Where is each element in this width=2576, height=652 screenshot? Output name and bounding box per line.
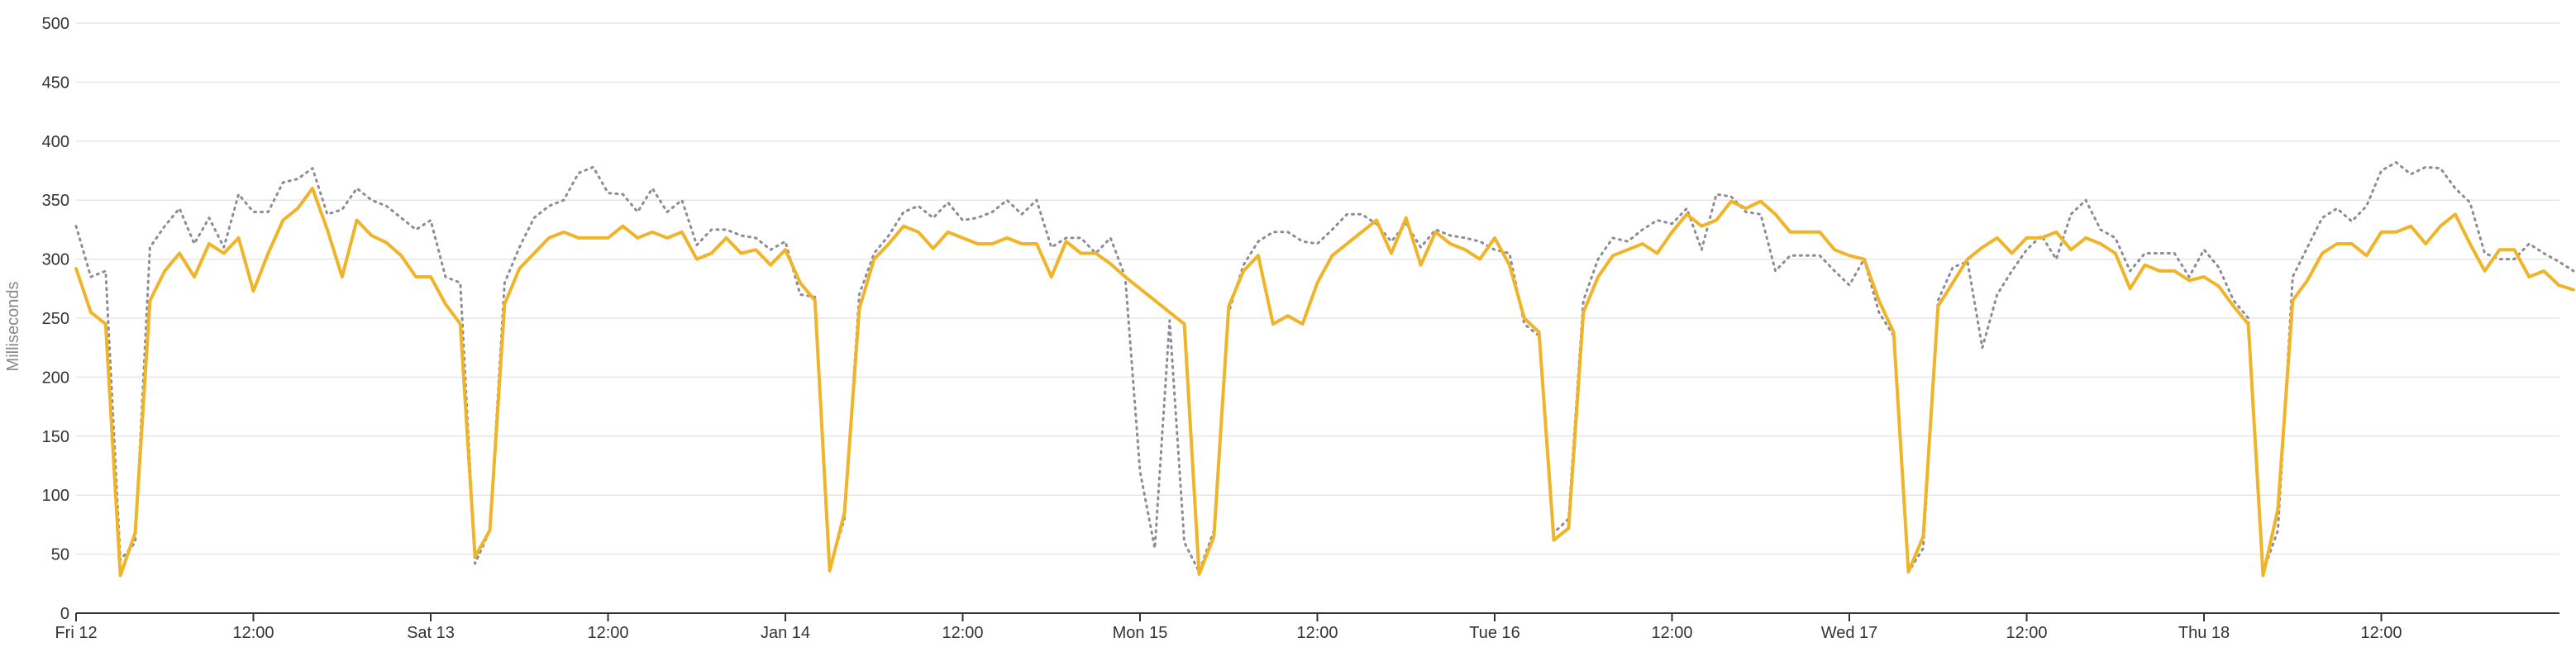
x-axis-ticks: Fri 12 12:00 Sat 13 12:00 Jan 14 12:00 Mon 15 1… xyxy=(55,613,2402,642)
x-tick-label: Wed 17 xyxy=(1821,624,1878,642)
y-axis-label: Milliseconds xyxy=(4,282,22,372)
y-axis-ticks: 0 50 100 150 200 250 300 350 400 450 500 xyxy=(42,15,69,623)
y-tick-label: 100 xyxy=(42,487,69,505)
y-tick-label: 350 xyxy=(42,192,69,210)
x-tick-label: 12:00 xyxy=(2006,624,2047,642)
x-tick-label: Sat 13 xyxy=(407,624,455,642)
y-tick-label: 0 xyxy=(60,605,69,623)
x-tick-label: Jan 14 xyxy=(761,624,810,642)
x-tick-label: 12:00 xyxy=(587,624,628,642)
x-tick-label: Mon 15 xyxy=(1113,624,1168,642)
x-tick-label: 12:00 xyxy=(2360,624,2402,642)
series-layer xyxy=(74,161,2575,578)
y-tick-label: 400 xyxy=(42,133,69,151)
y-tick-label: 200 xyxy=(42,369,69,387)
comparison-series-line xyxy=(74,161,2575,573)
x-tick-label: Fri 12 xyxy=(55,624,97,642)
y-tick-label: 300 xyxy=(42,251,69,269)
x-tick-label: 12:00 xyxy=(232,624,274,642)
y-tick-label: 150 xyxy=(42,428,69,446)
y-tick-label: 450 xyxy=(42,74,69,92)
x-tick-label: 12:00 xyxy=(942,624,983,642)
x-tick-label: Thu 18 xyxy=(2178,624,2230,642)
gridlines xyxy=(76,22,2559,555)
x-tick-label: 12:00 xyxy=(1651,624,1692,642)
x-tick-label: Tue 16 xyxy=(1469,624,1520,642)
primary-series-line xyxy=(74,186,2575,578)
y-tick-label: 250 xyxy=(42,310,69,328)
y-tick-label: 500 xyxy=(42,15,69,33)
y-tick-label: 50 xyxy=(51,546,69,564)
x-tick-label: 12:00 xyxy=(1296,624,1338,642)
